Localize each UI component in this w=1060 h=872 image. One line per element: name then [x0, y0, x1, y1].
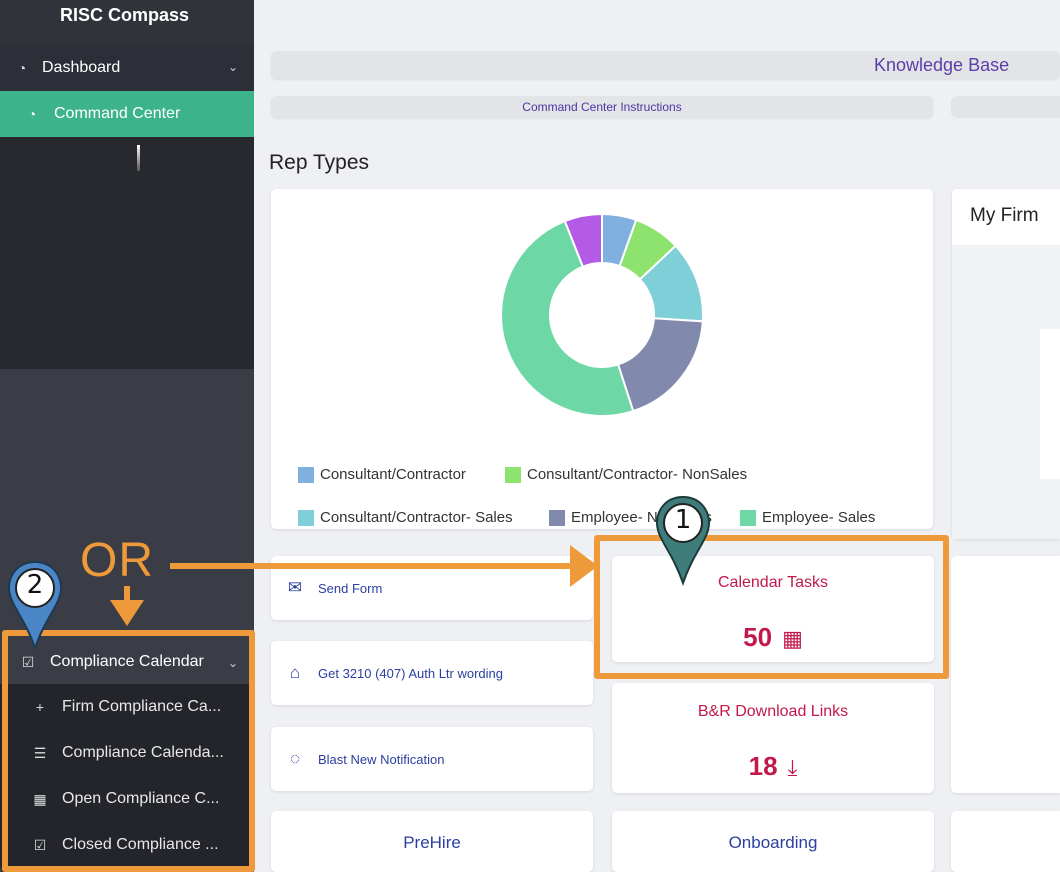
calendar-icon: ▦ [33, 791, 47, 807]
legend-item[interactable]: Consultant/Contractor- Sales [298, 509, 513, 526]
calendar-icon: ▦ [782, 626, 803, 651]
scrollbar-thumb[interactable] [137, 145, 140, 171]
my-firm-title: My Firm [970, 205, 1039, 226]
knowledge-base-label: Knowledge Base [874, 55, 1010, 75]
knowledge-base-bar[interactable]: Knowledge Base [271, 51, 1060, 79]
legend-item[interactable]: Consultant/Contractor [298, 466, 466, 483]
arrow-right-head [570, 545, 598, 587]
map-pin-icon [655, 495, 711, 587]
sidebar-item-command-center[interactable]: ◔ Command Center [0, 91, 254, 137]
sidebar: RISC Compass ◔ Dashboard ⌄ ◔ Command Cen… [0, 0, 254, 872]
sidebar-subitem-compliance-calendar[interactable]: ☰ Compliance Calenda... [0, 730, 254, 776]
calendar-tasks-title: Calendar Tasks [718, 574, 828, 591]
highlight-box-calendar-tasks [594, 535, 949, 679]
sidebar-panel [0, 137, 254, 369]
rep-types-donut-chart [500, 212, 704, 417]
my-firm-panel [1040, 329, 1060, 479]
legend-swatch [740, 509, 756, 526]
pin-marker-2: 2 [4, 559, 66, 653]
right-side-card [951, 556, 1060, 793]
calendar-check-icon: ☑ [21, 654, 35, 670]
highlight-box-compliance-calendar [2, 630, 255, 872]
donut-slice-3[interactable] [616, 317, 704, 413]
legend-swatch [298, 466, 314, 483]
link-label: Send Form [318, 580, 383, 596]
download-links-card[interactable]: B&R Download Links 18 ⤓ [612, 683, 934, 793]
rep-types-chart-card: Consultant/Contractor Consultant/Contrac… [271, 189, 933, 529]
download-icon: ⤓ [787, 755, 798, 780]
my-firm-card: My Firm [952, 189, 1060, 539]
bank-icon: ⌂ [289, 663, 301, 682]
sidebar-subitem-closed-compliance[interactable]: ☑ Closed Compliance ... [0, 822, 254, 868]
sidebar-item-label: Compliance Calendar [50, 653, 204, 670]
arrow-right [170, 563, 574, 569]
legend-label: Consultant/Contractor- NonSales [527, 466, 748, 483]
legend-label: Consultant/Contractor- Sales [320, 509, 513, 526]
blast-notification-link[interactable]: ◌ Blast New Notification [271, 727, 593, 791]
calendar-tasks-value: 50 [743, 622, 773, 652]
donut-slice-4[interactable] [500, 219, 635, 417]
list-icon: ☰ [33, 745, 47, 761]
pin-marker-1: 1 [652, 493, 714, 588]
donut-slice-5[interactable] [563, 212, 603, 268]
chevron-down-icon: ⌄ [227, 656, 238, 670]
arrow-down-head [110, 600, 144, 626]
legend-swatch [505, 466, 521, 483]
legend-label: Employee- Sales [762, 509, 876, 526]
sidebar-subitem-label: Closed Compliance ... [62, 836, 219, 853]
command-center-instructions-button[interactable]: Command Center Instructions [271, 96, 933, 118]
auth-letter-link[interactable]: ⌂ Get 3210 (407) Auth Ltr wording [271, 641, 593, 705]
legend-label: Consultant/Contractor [320, 466, 466, 483]
pin-number: 1 [674, 505, 692, 535]
calendar-tasks-count: 50 ▦ [612, 622, 934, 653]
or-label: OR [80, 534, 154, 587]
download-links-value: 18 [748, 751, 778, 781]
calendar-tasks-card[interactable]: Calendar Tasks 50 ▦ [612, 556, 934, 662]
plus-icon: + [35, 699, 45, 715]
sidebar-subitem-open-compliance[interactable]: ▦ Open Compliance C... [0, 776, 254, 822]
pin-number: 2 [26, 570, 44, 600]
sidebar-subitem-label: Firm Compliance Ca... [62, 698, 222, 715]
link-label: Blast New Notification [318, 751, 445, 767]
arrow-down [124, 586, 130, 602]
gauge-icon: ◔ [17, 60, 27, 76]
download-links-count: 18 ⤓ [612, 751, 934, 782]
sidebar-subitem-label: Open Compliance C... [62, 790, 220, 807]
sidebar-item-label: Command Center [54, 105, 181, 122]
chat-bubble-icon: ◌ [289, 749, 301, 768]
onboarding-card[interactable]: Onboarding [612, 811, 934, 872]
legend-swatch [549, 509, 565, 526]
calendar-check-icon: ☑ [33, 837, 47, 853]
sidebar-item-compliance-calendar[interactable]: ☑ Compliance Calendar ⌄ [0, 640, 254, 684]
map-pin-icon [7, 560, 63, 652]
secondary-bar-button[interactable] [951, 96, 1060, 118]
sidebar-subitem-label: Compliance Calenda... [62, 744, 224, 761]
gauge-icon: ◔ [27, 106, 37, 122]
envelope-icon: ✉ [287, 578, 303, 597]
sidebar-item-dashboard[interactable]: ◔ Dashboard ⌄ [0, 48, 254, 88]
sidebar-subitem-firm-compliance[interactable]: + Firm Compliance Ca... [0, 684, 254, 730]
bottom-right-card[interactable] [951, 811, 1060, 872]
download-links-title: B&R Download Links [697, 703, 849, 720]
legend-item[interactable]: Employee- Sales [740, 509, 875, 526]
sidebar-item-label: Dashboard [42, 59, 121, 76]
legend-item[interactable]: Consultant/Contractor- NonSales [505, 466, 747, 483]
rep-types-title: Rep Types [269, 151, 370, 174]
chevron-down-icon: ⌄ [227, 60, 238, 74]
brand-title: RISC Compass [0, 0, 254, 44]
my-firm-body [952, 245, 1060, 539]
link-label: Get 3210 (407) Auth Ltr wording [318, 665, 504, 681]
prehire-card[interactable]: PreHire [271, 811, 593, 872]
legend-swatch [298, 509, 314, 526]
